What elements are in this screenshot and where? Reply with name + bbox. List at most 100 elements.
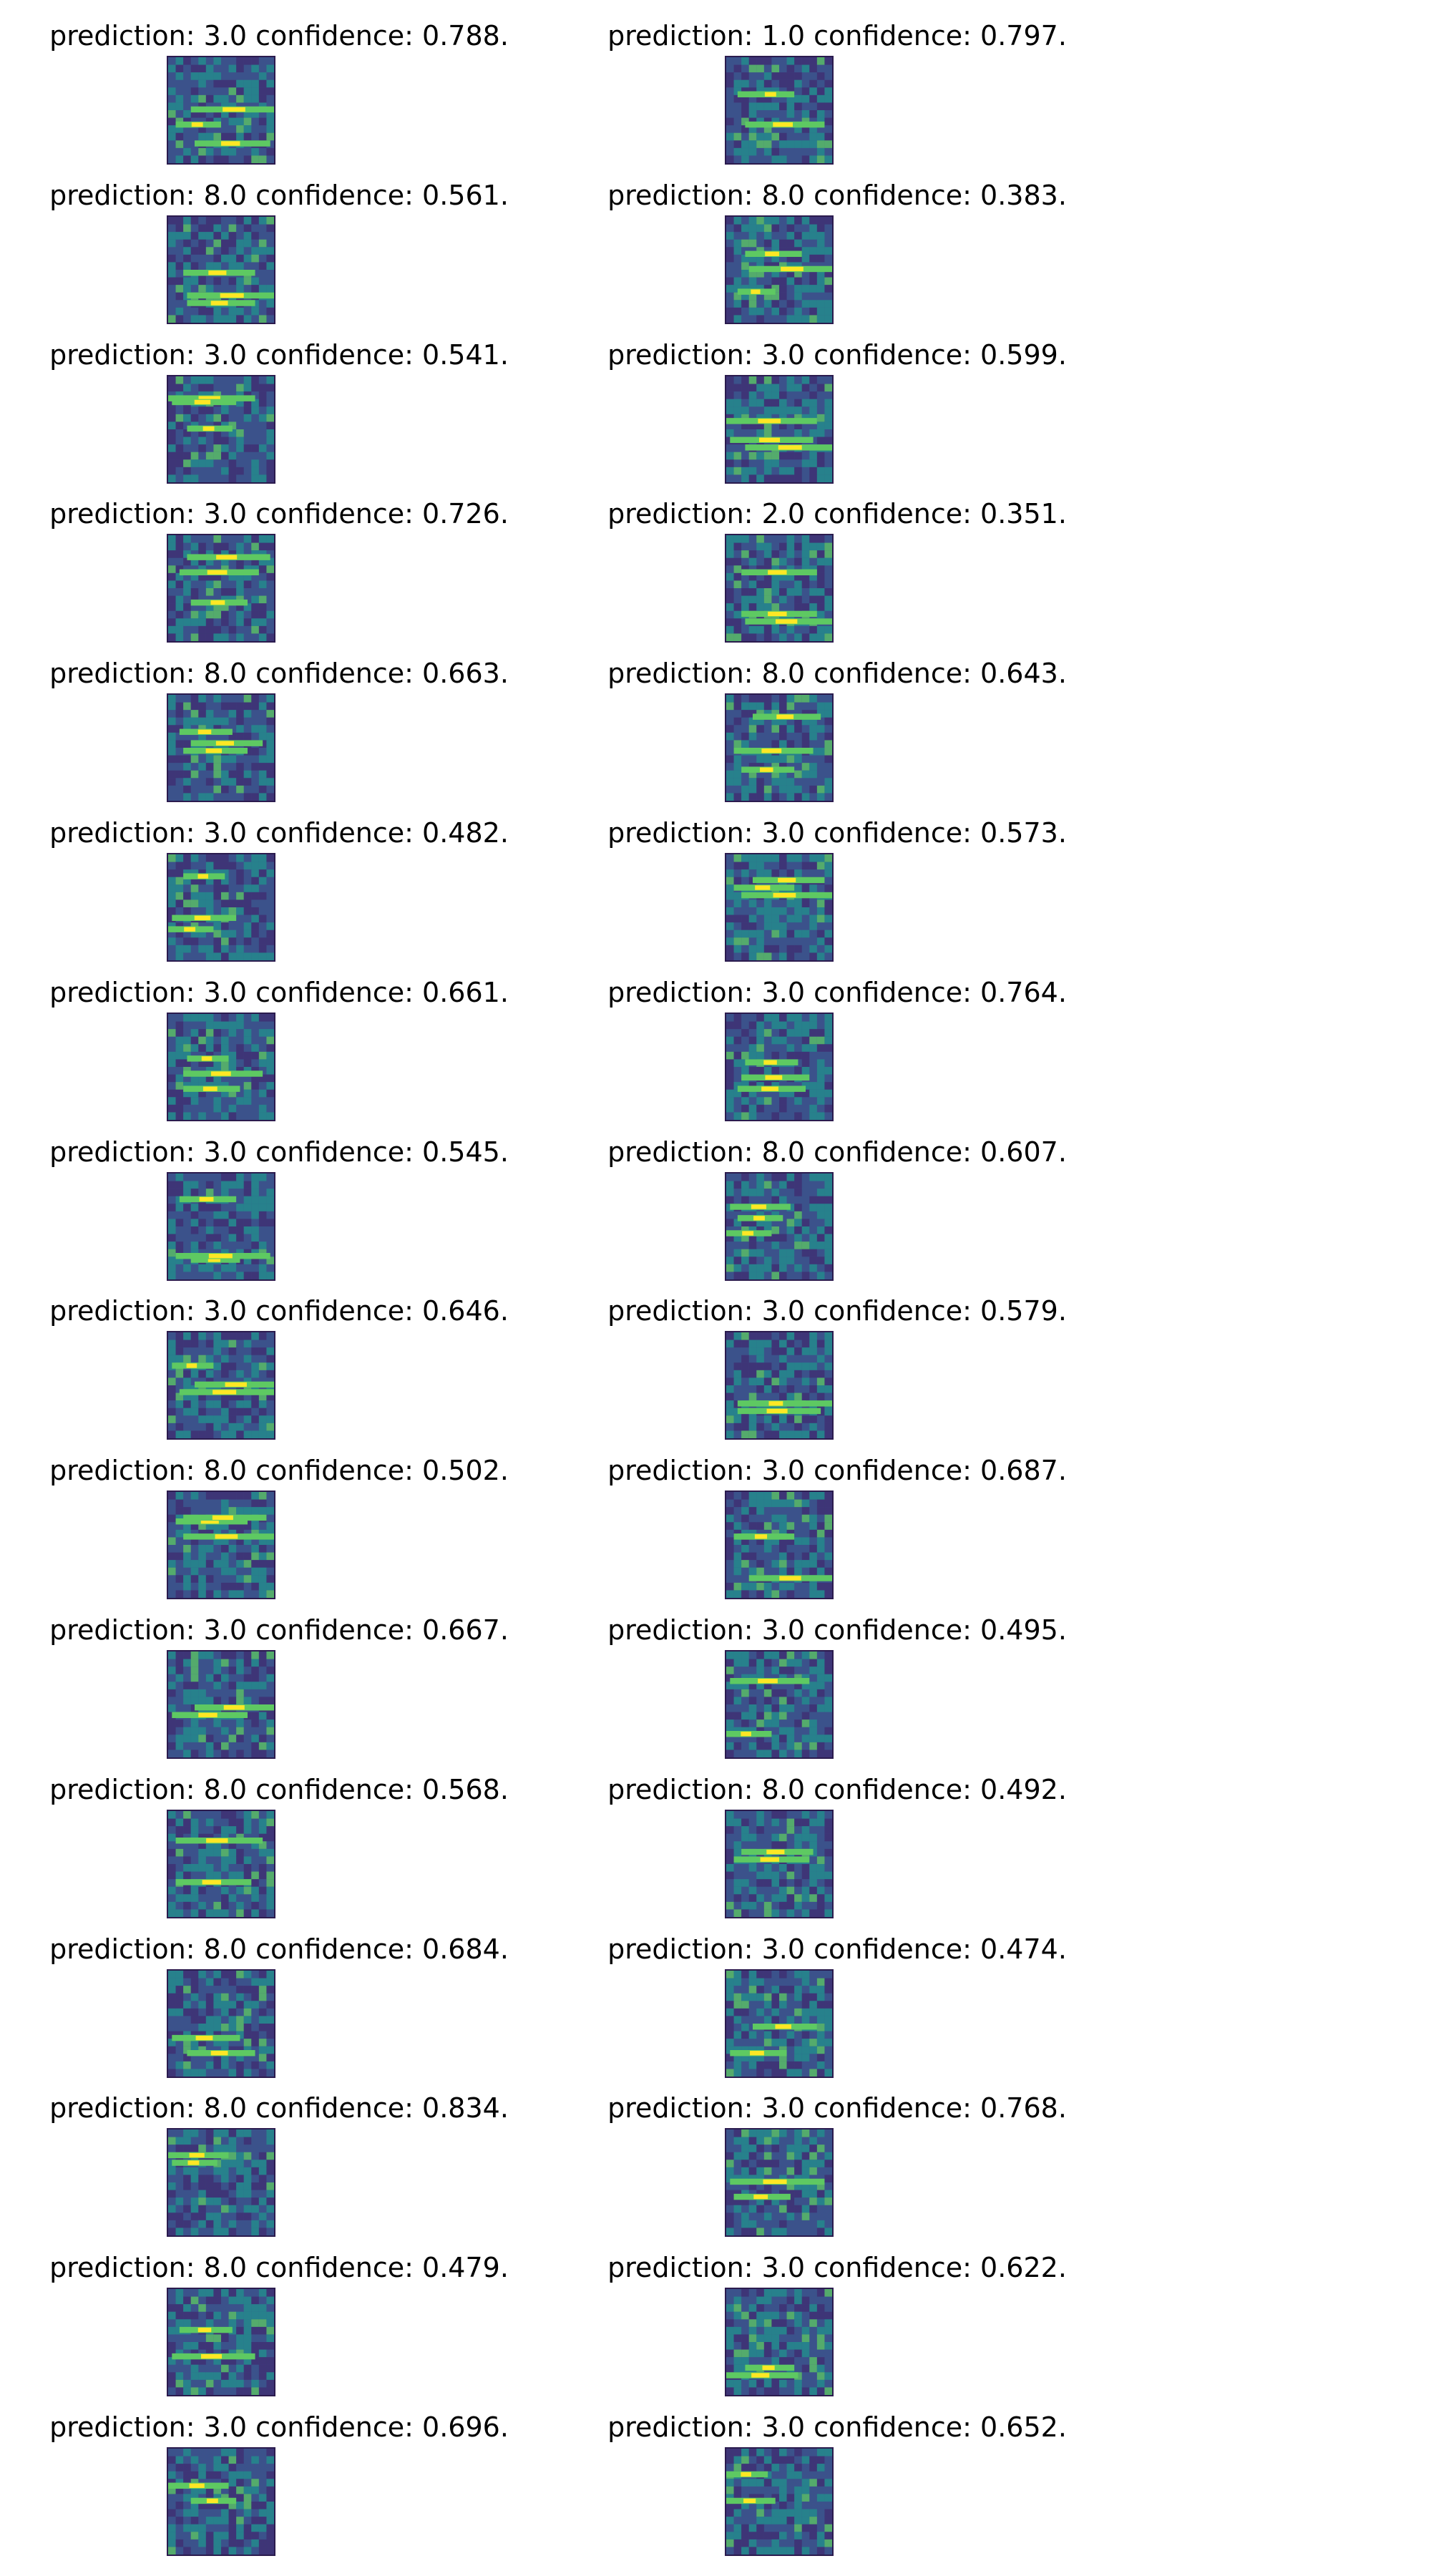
sample-thumbnail: [725, 2447, 834, 2556]
prediction-caption: prediction: 3.0 confidence: 0.482.: [49, 817, 509, 849]
prediction-panel: prediction: 3.0 confidence: 0.579.: [558, 1281, 1116, 1440]
prediction-panel: prediction: 8.0 confidence: 0.568.: [0, 1760, 558, 1919]
sample-image: [168, 57, 274, 163]
prediction-panel: prediction: 3.0 confidence: 0.687.: [558, 1440, 1116, 1600]
sample-thumbnail: [167, 2288, 275, 2397]
sample-thumbnail: [725, 1809, 834, 1918]
prediction-caption: prediction: 3.0 confidence: 0.599.: [607, 338, 1067, 371]
prediction-caption: prediction: 3.0 confidence: 0.687.: [607, 1455, 1067, 1487]
prediction-caption: prediction: 3.0 confidence: 0.646.: [49, 1295, 509, 1327]
sample-image: [168, 216, 274, 323]
prediction-caption: prediction: 3.0 confidence: 0.696.: [49, 2411, 509, 2443]
sample-image: [726, 535, 832, 642]
sample-image: [726, 376, 832, 482]
sample-thumbnail: [725, 2128, 834, 2238]
sample-image: [168, 854, 274, 960]
prediction-panel: prediction: 3.0 confidence: 0.696.: [0, 2397, 558, 2557]
sample-image: [168, 1173, 274, 1279]
prediction-caption: prediction: 3.0 confidence: 0.652.: [607, 2411, 1067, 2443]
sample-thumbnail: [725, 853, 834, 962]
prediction-caption: prediction: 8.0 confidence: 0.492.: [607, 1773, 1067, 1805]
prediction-panel: prediction: 3.0 confidence: 0.646.: [0, 1281, 558, 1440]
prediction-panel: prediction: 8.0 confidence: 0.607.: [558, 1122, 1116, 1282]
prediction-caption: prediction: 3.0 confidence: 0.768.: [607, 2092, 1067, 2124]
prediction-caption: prediction: 3.0 confidence: 0.622.: [607, 2252, 1067, 2284]
sample-thumbnail: [167, 1650, 275, 1759]
sample-image: [726, 57, 832, 163]
sample-thumbnail: [167, 2447, 275, 2556]
sample-image: [726, 854, 832, 960]
sample-image: [168, 1652, 274, 1757]
prediction-panel: prediction: 3.0 confidence: 0.495.: [558, 1600, 1116, 1760]
sample-image: [726, 1492, 832, 1599]
prediction-panel: prediction: 3.0 confidence: 0.768.: [558, 2078, 1116, 2238]
sample-image: [168, 1492, 274, 1599]
sample-image: [726, 1652, 832, 1757]
sample-image: [726, 2129, 832, 2236]
sample-thumbnail: [725, 1650, 834, 1759]
sample-thumbnail: [167, 534, 275, 643]
prediction-caption: prediction: 3.0 confidence: 0.474.: [607, 1933, 1067, 1965]
prediction-caption: prediction: 8.0 confidence: 0.684.: [49, 1933, 509, 1965]
prediction-caption: prediction: 2.0 confidence: 0.351.: [607, 498, 1067, 530]
sample-thumbnail: [167, 1491, 275, 1600]
sample-image: [726, 695, 832, 801]
sample-thumbnail: [725, 374, 834, 484]
sample-thumbnail: [167, 1809, 275, 1918]
sample-image: [168, 1013, 274, 1120]
sample-thumbnail: [167, 215, 275, 324]
prediction-caption: prediction: 1.0 confidence: 0.797.: [607, 20, 1067, 52]
sample-thumbnail: [167, 56, 275, 165]
prediction-panel: prediction: 1.0 confidence: 0.797.: [558, 6, 1116, 165]
prediction-caption: prediction: 8.0 confidence: 0.479.: [49, 2252, 509, 2284]
sample-thumbnail: [167, 1968, 275, 2078]
sample-thumbnail: [725, 1171, 834, 1281]
sample-image: [168, 1810, 274, 1917]
sample-thumbnail: [167, 1012, 275, 1121]
prediction-panel: prediction: 8.0 confidence: 0.663.: [0, 643, 558, 803]
sample-thumbnail: [725, 1331, 834, 1440]
sample-image: [168, 2449, 274, 2555]
prediction-caption: prediction: 8.0 confidence: 0.663.: [49, 658, 509, 690]
sample-thumbnail: [167, 693, 275, 803]
sample-image: [726, 1970, 832, 2077]
sample-thumbnail: [725, 56, 834, 165]
prediction-panel: prediction: 8.0 confidence: 0.502.: [0, 1440, 558, 1600]
prediction-caption: prediction: 8.0 confidence: 0.502.: [49, 1455, 509, 1487]
prediction-panel: prediction: 8.0 confidence: 0.834.: [0, 2078, 558, 2238]
sample-thumbnail: [725, 1012, 834, 1121]
prediction-caption: prediction: 3.0 confidence: 0.495.: [607, 1614, 1067, 1646]
sample-image: [168, 1970, 274, 2077]
prediction-panel: prediction: 8.0 confidence: 0.561.: [0, 165, 558, 325]
sample-image: [726, 1810, 832, 1917]
sample-image: [168, 695, 274, 801]
prediction-caption: prediction: 8.0 confidence: 0.561.: [49, 179, 509, 211]
sample-thumbnail: [725, 534, 834, 643]
prediction-caption: prediction: 3.0 confidence: 0.667.: [49, 1614, 509, 1646]
prediction-caption: prediction: 3.0 confidence: 0.661.: [49, 976, 509, 1008]
prediction-panel: prediction: 3.0 confidence: 0.726.: [0, 484, 558, 643]
sample-image: [726, 2449, 832, 2555]
prediction-panel: prediction: 3.0 confidence: 0.573.: [558, 803, 1116, 962]
prediction-caption: prediction: 3.0 confidence: 0.788.: [49, 20, 509, 52]
prediction-caption: prediction: 3.0 confidence: 0.545.: [49, 1136, 509, 1168]
prediction-panel: prediction: 3.0 confidence: 0.788.: [0, 6, 558, 165]
sample-thumbnail: [725, 1968, 834, 2078]
sample-thumbnail: [725, 2288, 834, 2397]
sample-thumbnail: [725, 215, 834, 324]
sample-thumbnail: [167, 853, 275, 962]
prediction-panel: prediction: 8.0 confidence: 0.643.: [558, 643, 1116, 803]
prediction-caption: prediction: 3.0 confidence: 0.573.: [607, 817, 1067, 849]
prediction-panel: prediction: 3.0 confidence: 0.541.: [0, 325, 558, 484]
sample-image: [726, 2289, 832, 2396]
prediction-panel: prediction: 8.0 confidence: 0.383.: [558, 165, 1116, 325]
sample-thumbnail: [167, 1171, 275, 1281]
prediction-panel: prediction: 3.0 confidence: 0.667.: [0, 1600, 558, 1760]
prediction-panel: prediction: 3.0 confidence: 0.599.: [558, 325, 1116, 484]
prediction-panel: prediction: 8.0 confidence: 0.492.: [558, 1760, 1116, 1919]
sample-thumbnail: [167, 2128, 275, 2238]
sample-image: [168, 535, 274, 642]
prediction-panel: prediction: 3.0 confidence: 0.661.: [0, 962, 558, 1122]
prediction-panel: prediction: 2.0 confidence: 0.351.: [558, 484, 1116, 643]
